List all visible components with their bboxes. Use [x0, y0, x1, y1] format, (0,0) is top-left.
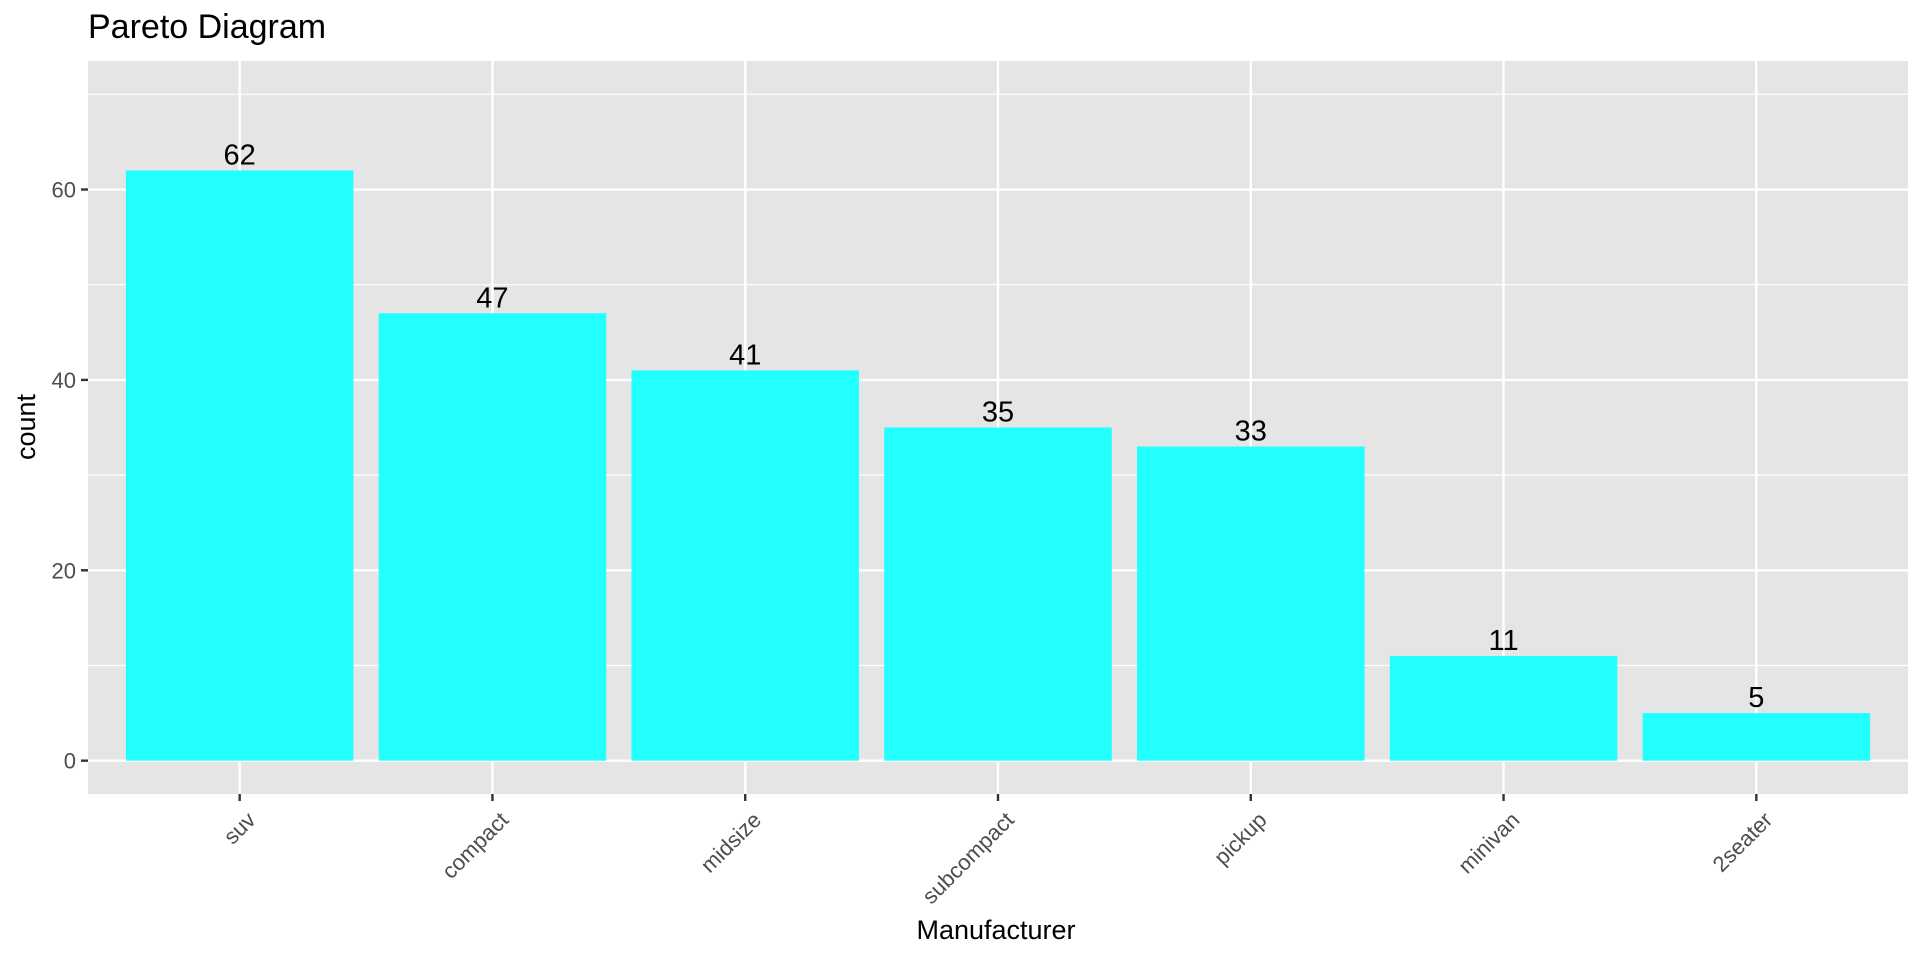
bar-midsize — [631, 370, 859, 761]
x-tick-label: compact — [437, 807, 513, 883]
y-tick-label: 60 — [52, 178, 76, 203]
bar-2seater — [1642, 713, 1871, 761]
data-labels: 62 47 41 35 33 11 5 — [224, 139, 1765, 714]
chart-title: Pareto Diagram — [88, 8, 326, 46]
bars — [125, 170, 1871, 761]
bar-subcompact — [884, 427, 1112, 761]
data-label: 47 — [476, 282, 508, 314]
data-label: 41 — [729, 339, 761, 371]
bar-minivan — [1389, 655, 1618, 761]
y-tick-label: 0 — [64, 749, 76, 774]
y-axis: 0 20 40 60 — [52, 178, 88, 774]
x-tick-label: midsize — [696, 807, 766, 877]
data-label: 62 — [224, 139, 256, 171]
x-tick-label: subcompact — [917, 807, 1019, 909]
data-label: 33 — [1235, 416, 1267, 448]
x-axis: suv compact midsize subcompact pickup minivan… — [219, 794, 1778, 909]
x-axis-title: Manufacturer — [916, 915, 1075, 945]
data-label: 35 — [982, 397, 1014, 429]
y-tick-label: 20 — [52, 558, 76, 583]
x-tick-label: minivan — [1453, 807, 1524, 878]
x-tick-label: 2seater — [1708, 807, 1778, 877]
data-label: 11 — [1489, 625, 1519, 657]
bar-pickup — [1137, 446, 1365, 761]
y-tick-label: 40 — [52, 368, 76, 393]
x-tick-label: suv — [219, 807, 261, 849]
bar-compact — [378, 313, 607, 761]
data-label: 5 — [1748, 682, 1764, 714]
x-tick-label: pickup — [1209, 807, 1272, 870]
bar-suv — [125, 170, 354, 761]
y-axis-title: count — [11, 393, 41, 460]
